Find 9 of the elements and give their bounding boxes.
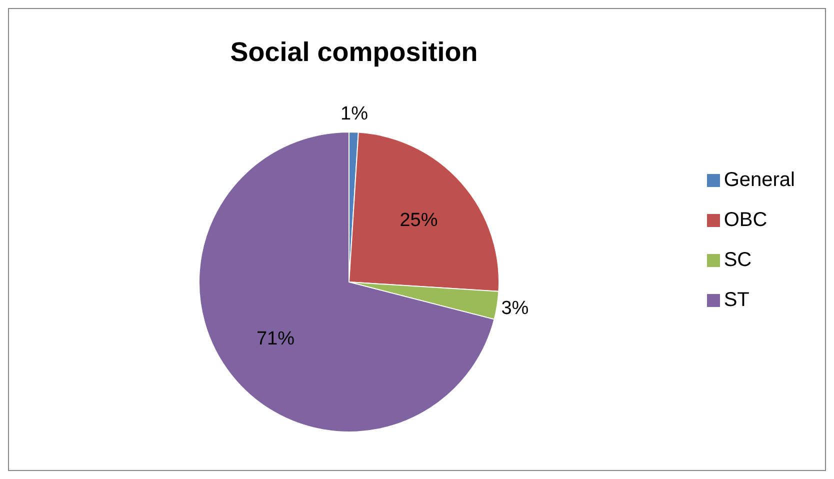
legend-label: SC [724, 248, 752, 270]
data-label: 1% [340, 104, 368, 125]
chart-title: Social composition [229, 37, 479, 68]
legend-label: General [724, 168, 795, 190]
data-label: 71% [256, 328, 295, 350]
legend-label: ST [724, 288, 750, 310]
legend-label: OBC [724, 208, 768, 230]
data-label: 3% [501, 298, 529, 319]
data-label: 25% [400, 210, 438, 231]
